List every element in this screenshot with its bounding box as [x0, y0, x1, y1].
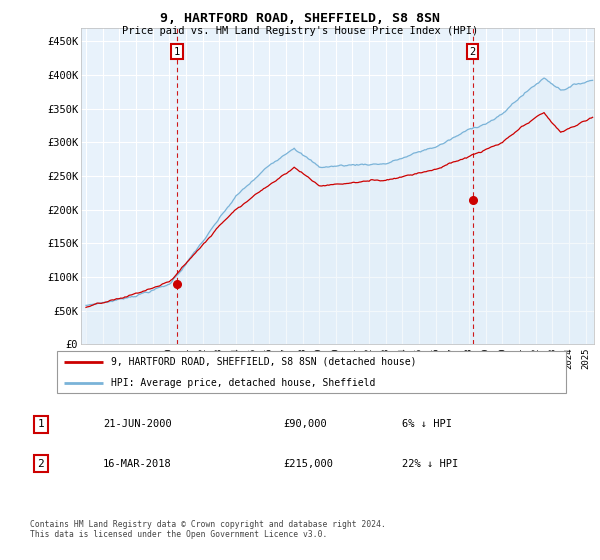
Text: 16-MAR-2018: 16-MAR-2018 — [103, 459, 172, 469]
Text: 9, HARTFORD ROAD, SHEFFIELD, S8 8SN: 9, HARTFORD ROAD, SHEFFIELD, S8 8SN — [160, 12, 440, 25]
Text: HPI: Average price, detached house, Sheffield: HPI: Average price, detached house, Shef… — [111, 379, 375, 388]
Text: 22% ↓ HPI: 22% ↓ HPI — [402, 459, 458, 469]
Text: 9, HARTFORD ROAD, SHEFFIELD, S8 8SN (detached house): 9, HARTFORD ROAD, SHEFFIELD, S8 8SN (det… — [111, 357, 416, 367]
Text: Price paid vs. HM Land Registry's House Price Index (HPI): Price paid vs. HM Land Registry's House … — [122, 26, 478, 36]
Text: 6% ↓ HPI: 6% ↓ HPI — [402, 419, 452, 430]
Text: Contains HM Land Registry data © Crown copyright and database right 2024.
This d: Contains HM Land Registry data © Crown c… — [30, 520, 386, 539]
Text: 1: 1 — [38, 419, 44, 430]
Text: 21-JUN-2000: 21-JUN-2000 — [103, 419, 172, 430]
Text: 1: 1 — [174, 46, 180, 57]
FancyBboxPatch shape — [56, 351, 566, 393]
Text: 2: 2 — [469, 46, 476, 57]
Text: 2: 2 — [38, 459, 44, 469]
Text: £90,000: £90,000 — [283, 419, 327, 430]
Text: £215,000: £215,000 — [283, 459, 334, 469]
